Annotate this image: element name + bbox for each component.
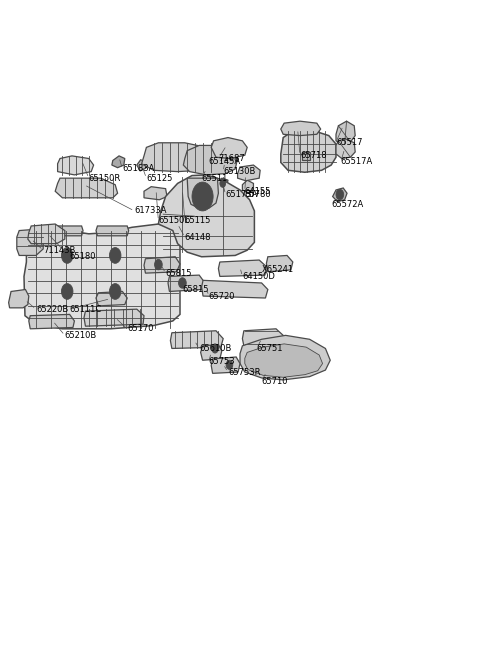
Polygon shape <box>137 160 146 171</box>
Polygon shape <box>218 178 228 189</box>
Polygon shape <box>161 214 202 231</box>
Polygon shape <box>170 331 223 348</box>
Polygon shape <box>84 309 144 326</box>
Polygon shape <box>183 145 238 175</box>
Polygon shape <box>242 180 253 193</box>
Text: 65180: 65180 <box>70 252 96 261</box>
Circle shape <box>155 259 162 270</box>
Text: 65130B: 65130B <box>223 167 255 176</box>
Text: 65751: 65751 <box>257 344 283 353</box>
Text: 71143B: 71143B <box>43 246 75 255</box>
Text: 65720: 65720 <box>209 291 235 301</box>
Polygon shape <box>242 329 283 346</box>
Polygon shape <box>281 131 336 172</box>
Polygon shape <box>96 291 127 306</box>
Polygon shape <box>202 280 268 298</box>
Text: 61733A: 61733A <box>134 206 167 215</box>
Text: 65753R: 65753R <box>228 367 261 377</box>
Polygon shape <box>55 178 118 198</box>
Text: 65210B: 65210B <box>65 331 97 340</box>
Text: 65220B: 65220B <box>36 305 68 314</box>
Text: 65173A: 65173A <box>226 190 258 199</box>
Polygon shape <box>50 226 83 236</box>
Text: 65125: 65125 <box>146 174 173 183</box>
Text: 71687: 71687 <box>218 154 245 163</box>
Polygon shape <box>112 156 125 168</box>
Text: 65572A: 65572A <box>331 200 363 209</box>
Polygon shape <box>201 345 222 360</box>
Text: 65150R: 65150R <box>89 174 121 183</box>
Text: 65517: 65517 <box>336 138 362 147</box>
Text: 65753: 65753 <box>209 357 235 366</box>
Polygon shape <box>142 143 218 172</box>
Polygon shape <box>96 226 129 236</box>
Polygon shape <box>9 290 29 308</box>
Circle shape <box>109 248 121 263</box>
Text: 64155: 64155 <box>245 187 271 196</box>
Text: 65815: 65815 <box>182 285 209 294</box>
Text: 65511: 65511 <box>202 174 228 183</box>
Polygon shape <box>29 314 74 329</box>
Circle shape <box>226 360 233 369</box>
Polygon shape <box>144 257 180 273</box>
Polygon shape <box>240 335 330 380</box>
Polygon shape <box>168 275 204 291</box>
Polygon shape <box>266 255 293 272</box>
Circle shape <box>61 284 73 299</box>
Text: 65718: 65718 <box>300 151 326 160</box>
Polygon shape <box>58 156 94 175</box>
Text: 65517A: 65517A <box>341 157 373 166</box>
Polygon shape <box>336 139 355 159</box>
Polygon shape <box>187 178 218 208</box>
Polygon shape <box>245 344 323 377</box>
Polygon shape <box>158 175 254 257</box>
Polygon shape <box>333 188 347 202</box>
Circle shape <box>220 179 226 187</box>
Polygon shape <box>211 357 240 373</box>
Text: 65780: 65780 <box>245 190 271 199</box>
Text: 65115: 65115 <box>185 216 211 225</box>
Text: 65145A: 65145A <box>209 157 241 166</box>
Circle shape <box>198 190 207 203</box>
Text: 65150L: 65150L <box>158 216 190 225</box>
Text: 65111C: 65111C <box>70 305 102 314</box>
Polygon shape <box>218 260 266 276</box>
Text: X65241: X65241 <box>262 265 294 274</box>
Polygon shape <box>302 152 310 160</box>
Polygon shape <box>281 121 321 136</box>
Circle shape <box>109 284 121 299</box>
Circle shape <box>61 248 73 263</box>
Circle shape <box>179 278 186 288</box>
Polygon shape <box>144 187 167 200</box>
Text: 65170: 65170 <box>127 324 154 333</box>
Polygon shape <box>238 165 260 181</box>
Text: 65815: 65815 <box>166 269 192 278</box>
Text: 64148: 64148 <box>185 233 211 242</box>
Polygon shape <box>24 224 180 329</box>
Text: 65710: 65710 <box>262 377 288 386</box>
Polygon shape <box>174 185 190 198</box>
Polygon shape <box>28 224 65 244</box>
Circle shape <box>212 344 218 353</box>
Text: 65183A: 65183A <box>122 164 155 174</box>
Polygon shape <box>17 229 43 255</box>
Circle shape <box>336 189 344 200</box>
Polygon shape <box>211 138 247 159</box>
Text: 65610B: 65610B <box>199 344 231 353</box>
Circle shape <box>192 182 213 211</box>
Polygon shape <box>336 121 355 144</box>
Text: 64150D: 64150D <box>242 272 275 281</box>
